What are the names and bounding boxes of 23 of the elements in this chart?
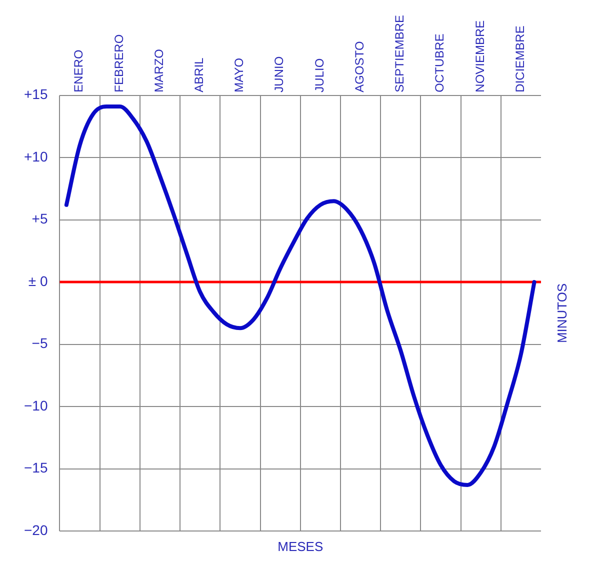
y-tick-label: −10	[24, 397, 48, 414]
y-tick-label: −20	[24, 522, 48, 538]
y-axis-title: MINUTOS	[554, 283, 570, 344]
x-tick-label: NOVIEMBRE	[472, 20, 487, 92]
x-tick-label: JULIO	[312, 58, 326, 92]
y-tick-label: −15	[24, 460, 48, 476]
y-tick-label: −5	[32, 335, 48, 352]
x-tick-label: MAYO	[232, 58, 246, 92]
line-series	[64, 104, 536, 487]
y-tick-label: +10	[24, 148, 48, 164]
y-tick-label: +15	[24, 86, 48, 102]
x-tick-label: SEPTIEMBRE	[392, 14, 407, 92]
x-tick-label: FEBRERO	[112, 34, 126, 92]
x-tick-label: AGOSTO	[352, 41, 366, 92]
x-tick-label: ABRIL	[192, 57, 206, 92]
x-tick-label: MARZO	[152, 49, 166, 92]
x-tick-label: OCTUBRE	[432, 34, 447, 92]
y-tick-label: ± 0	[28, 272, 48, 289]
x-axis-title: MESES	[278, 539, 324, 554]
x-tick-label: ENERO	[72, 50, 86, 92]
x-tick-label: DICIEMBRE	[512, 26, 527, 92]
y-tick-label: +5	[32, 210, 48, 227]
x-tick-label: JUNIO	[272, 56, 286, 92]
